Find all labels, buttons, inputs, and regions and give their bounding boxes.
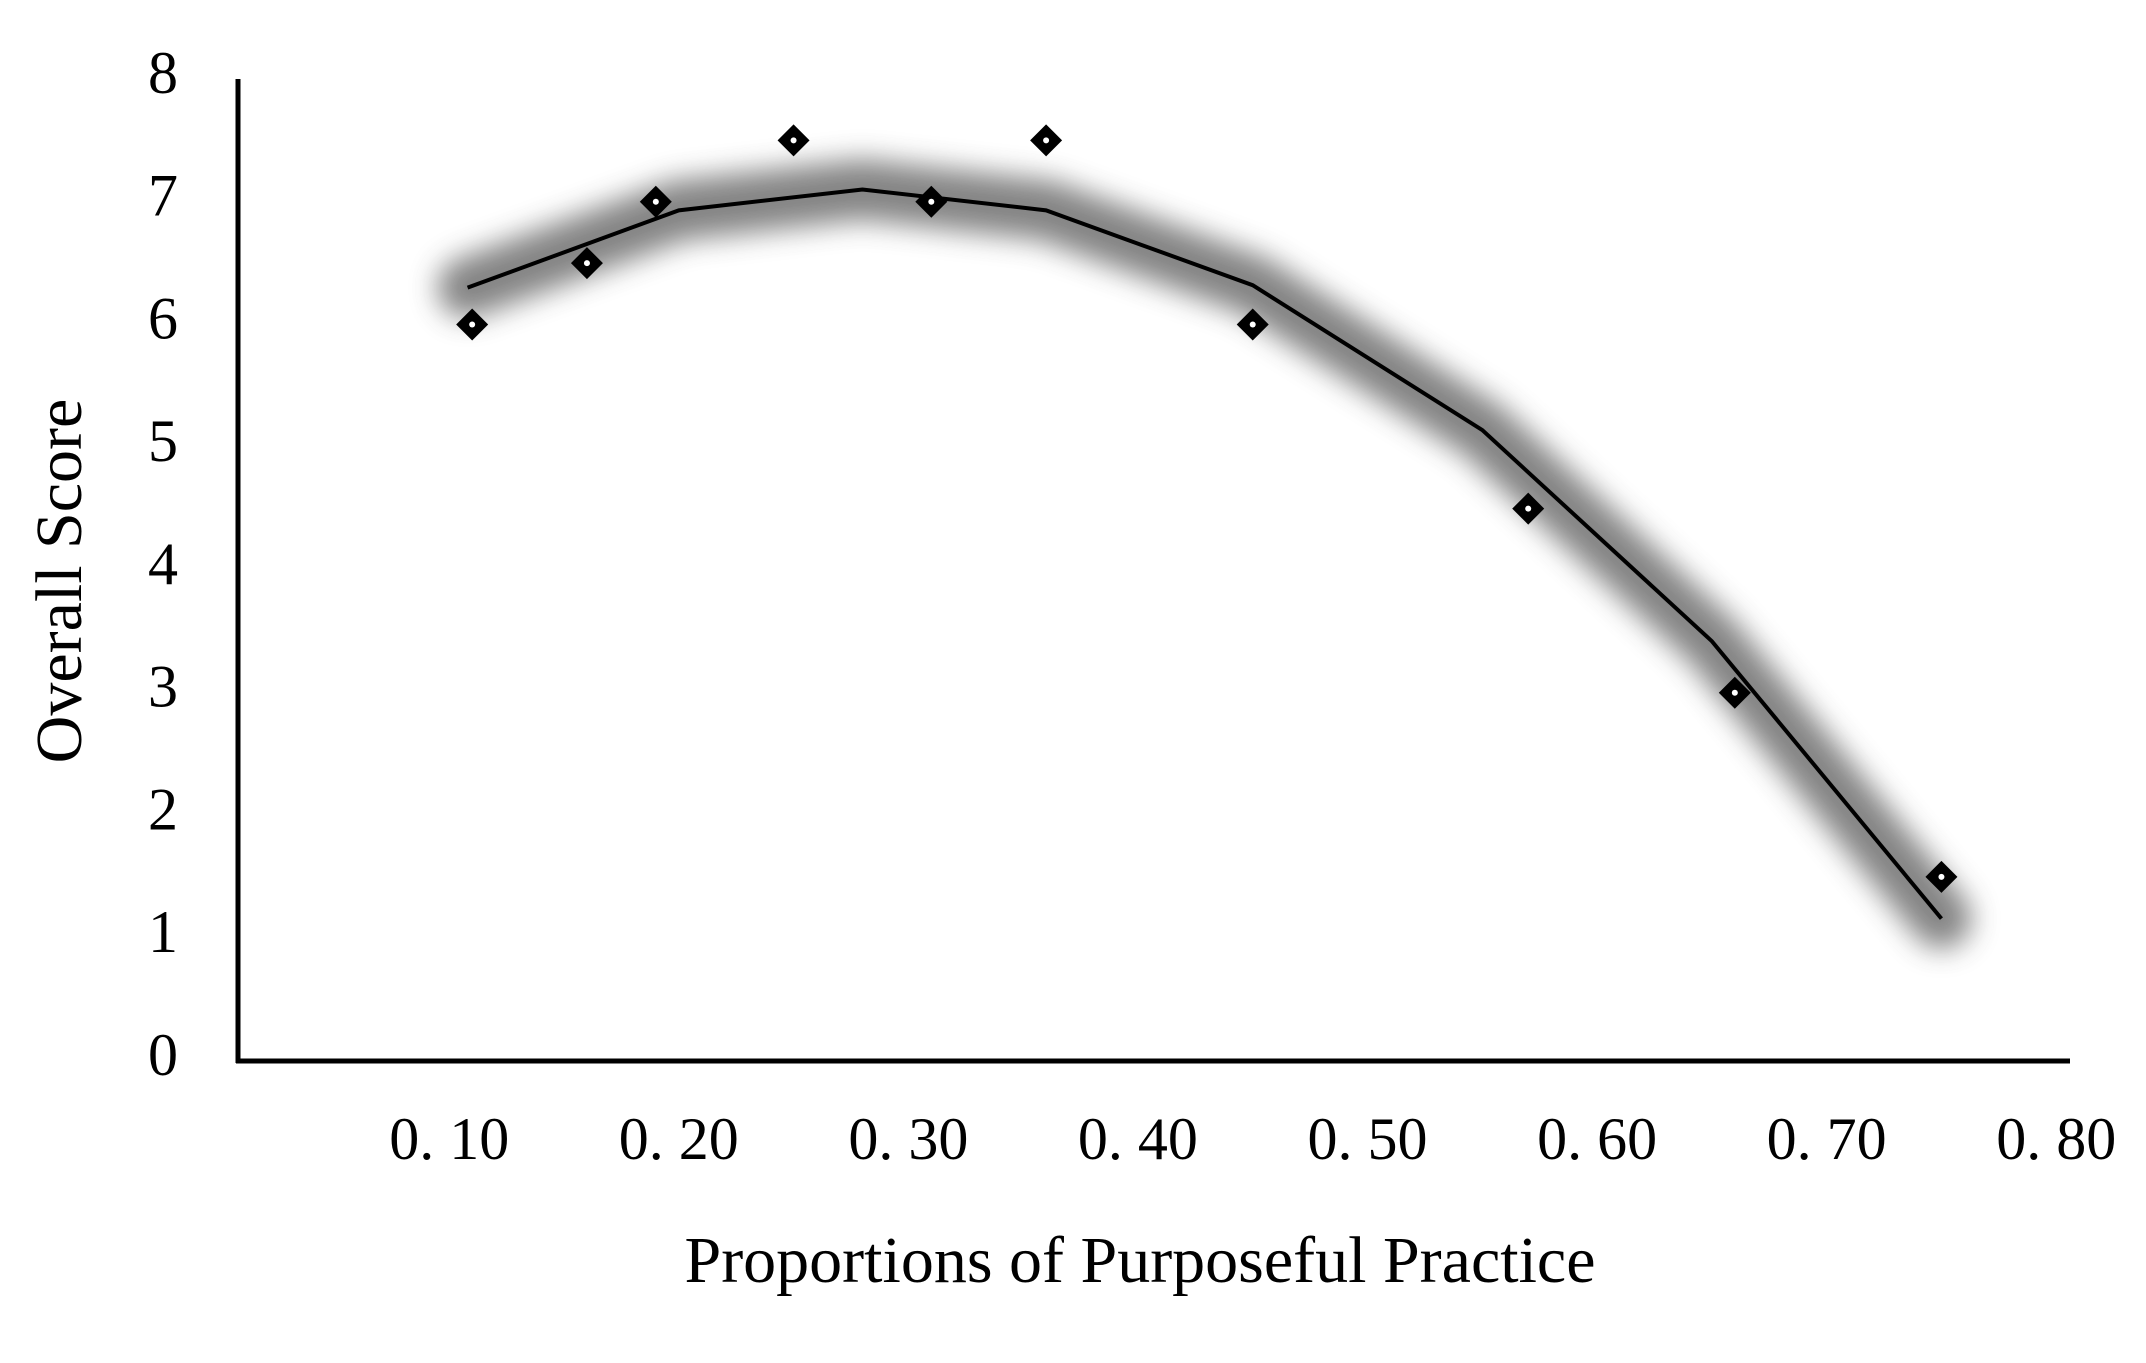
scatter-point-center	[1525, 505, 1532, 512]
x-tick-label: 0. 70	[1767, 1106, 1887, 1172]
y-tick-label: 0	[148, 1022, 178, 1088]
y-tick-label: 5	[148, 408, 178, 474]
scatter-point-center	[1731, 689, 1738, 696]
scatter-point-center	[652, 198, 659, 205]
scatter-point-center	[1249, 321, 1256, 328]
x-tick-label: 0. 10	[389, 1106, 509, 1172]
trendline	[466, 187, 1943, 920]
scatter-point-center	[928, 198, 935, 205]
x-tick-label: 0. 30	[848, 1106, 968, 1172]
y-tick-label: 6	[148, 285, 178, 351]
y-tick-label: 2	[148, 776, 178, 842]
x-tick-label: 0. 60	[1537, 1106, 1657, 1172]
scatter-point-center	[790, 137, 797, 144]
scatter-point-center	[469, 321, 476, 328]
y-tick-label: 1	[148, 899, 178, 965]
y-axis-title: Overall Score	[23, 399, 96, 764]
scatter-point-center	[583, 260, 590, 267]
y-tick-label: 7	[148, 163, 178, 229]
x-tick-label: 0. 40	[1078, 1106, 1198, 1172]
y-tick-label: 3	[148, 654, 178, 720]
y-tick-label: 8	[148, 40, 178, 106]
scatter-point-center	[1938, 873, 1945, 880]
y-tick-label: 4	[148, 531, 178, 597]
trendline-glow	[437, 159, 1972, 949]
x-tick-label: 0. 20	[619, 1106, 739, 1172]
x-tick-label: 0. 50	[1308, 1106, 1428, 1172]
x-axis-title: Proportions of Purposeful Practice	[684, 1224, 1595, 1297]
x-tick-label: 0. 80	[1996, 1106, 2116, 1172]
scatter-point-center	[1043, 137, 1050, 144]
